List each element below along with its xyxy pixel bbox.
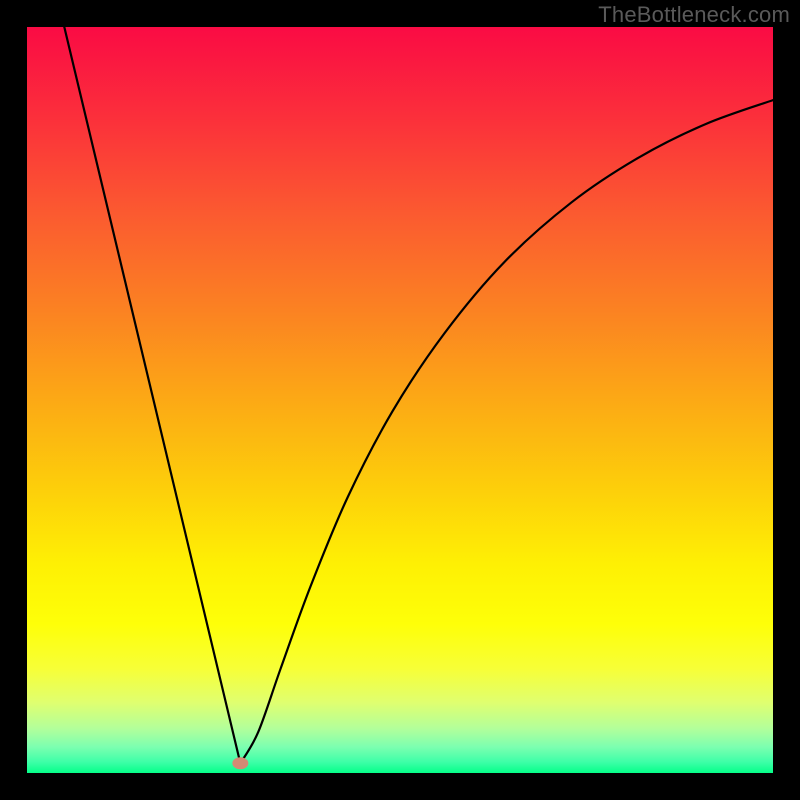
optimal-point-marker [232, 757, 248, 769]
watermark-text: TheBottleneck.com [598, 2, 790, 28]
chart-container: TheBottleneck.com [0, 0, 800, 800]
bottleneck-chart [0, 0, 800, 800]
